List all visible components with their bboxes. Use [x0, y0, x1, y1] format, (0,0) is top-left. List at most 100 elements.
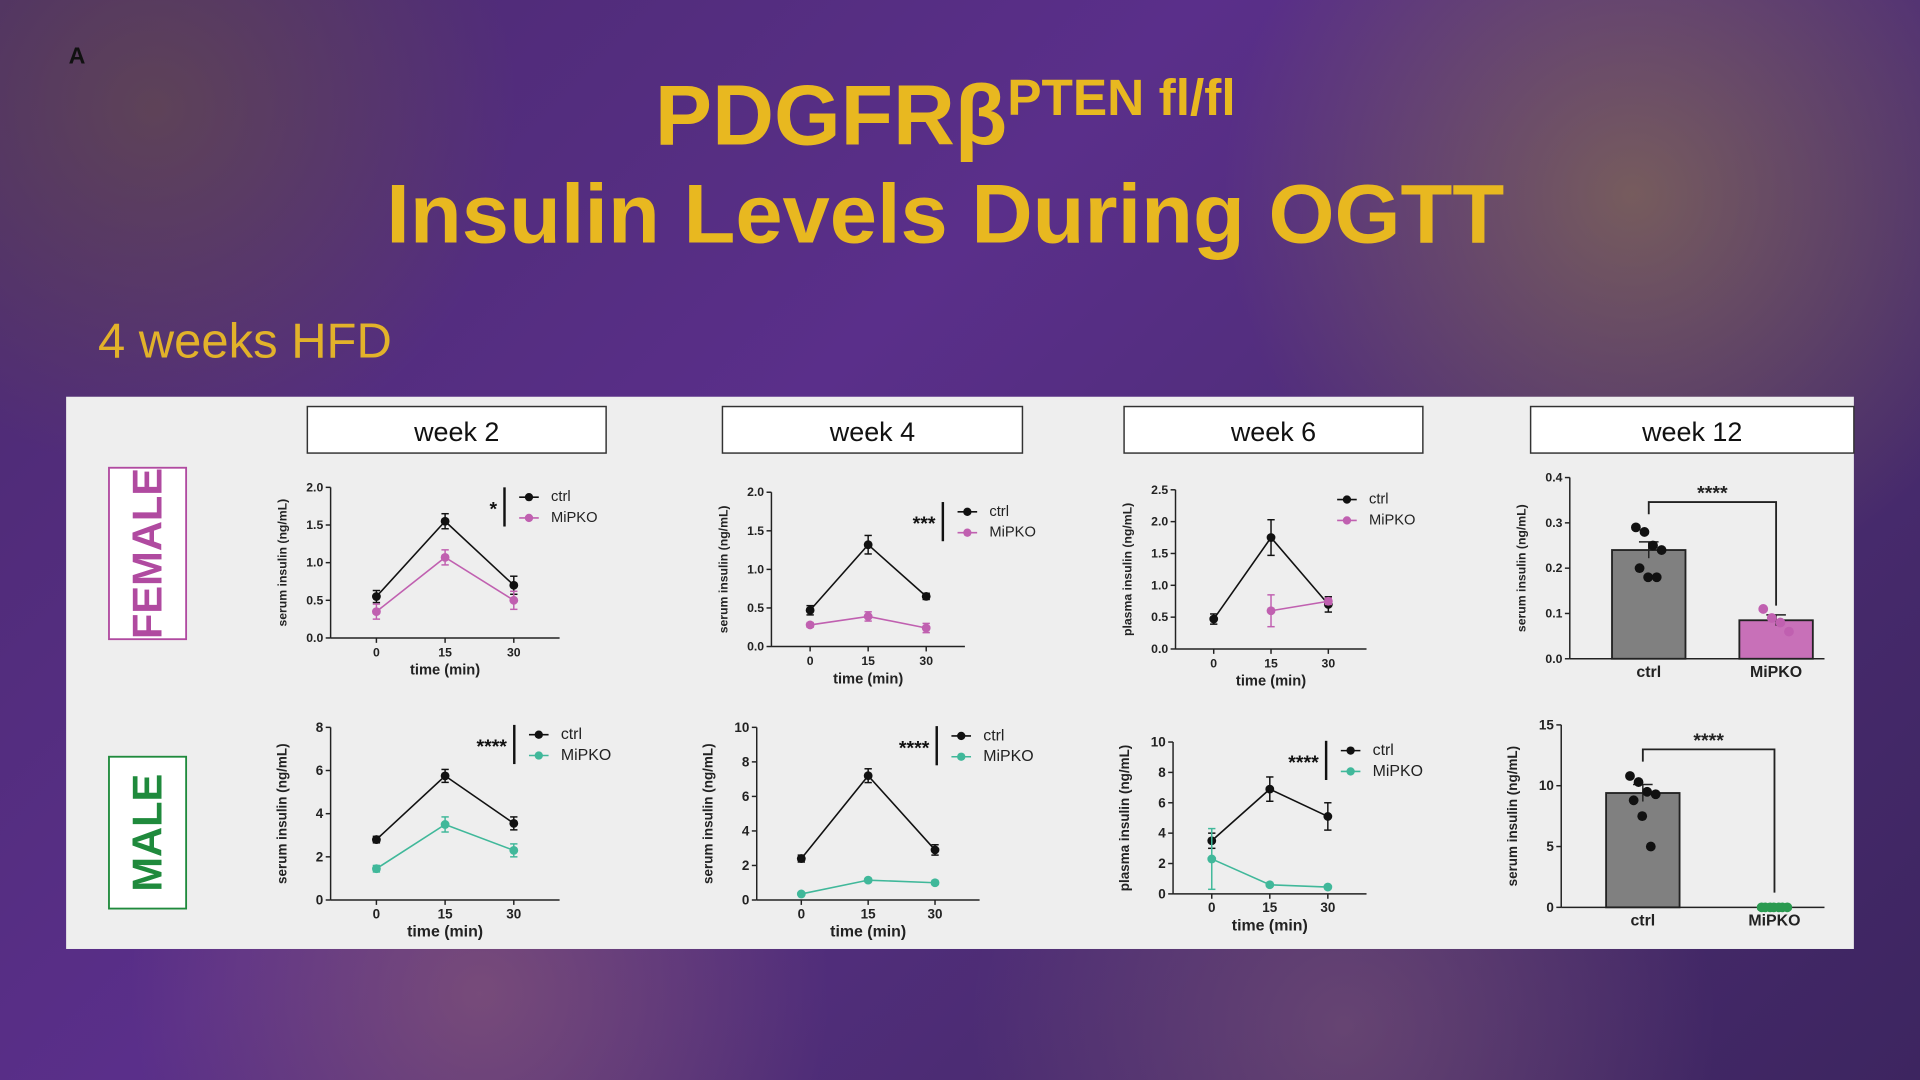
x-tick-label: MiPKO — [1750, 664, 1802, 681]
legend-marker — [524, 513, 534, 523]
y-tick-label: 1.0 — [1151, 578, 1168, 592]
data-point — [1628, 795, 1639, 806]
y-tick-label: 0.5 — [306, 593, 323, 607]
legend-label: MiPKO — [989, 525, 1036, 541]
x-tick-label: 15 — [438, 645, 452, 659]
legend-marker — [1342, 495, 1352, 504]
legend-marker — [963, 528, 972, 537]
x-tick-label: 30 — [928, 906, 943, 921]
chart: 0.0 0.5 1.0 1.5 2.0 serum insulin (ng/mL) 0 15 3… — [276, 480, 598, 678]
data-point — [1639, 527, 1650, 537]
y-tick-label: 2 — [1158, 856, 1165, 871]
y-tick-label: 0 — [742, 893, 749, 908]
y-tick-label: 8 — [1158, 765, 1166, 780]
y-axis-label: serum insulin (ng/mL) — [276, 499, 290, 627]
data-point — [1265, 880, 1275, 890]
data-point — [440, 771, 450, 781]
x-tick-label: 15 — [861, 654, 875, 668]
y-tick-label: 6 — [742, 789, 749, 804]
y-axis-label: serum insulin (ng/mL) — [275, 743, 290, 884]
data-point — [1637, 811, 1648, 822]
data-point — [1784, 626, 1794, 637]
data-point — [440, 516, 450, 526]
x-tick-label: ctrl — [1630, 913, 1655, 930]
data-point — [372, 864, 381, 874]
y-tick-label: 15 — [1539, 717, 1554, 732]
data-point — [805, 620, 815, 630]
y-axis-label: plasma insulin (ng/mL) — [1120, 503, 1134, 636]
y-tick-label: 1.5 — [747, 524, 764, 538]
data-point — [863, 771, 873, 781]
x-tick-label: 30 — [507, 645, 521, 659]
y-tick-label: 0 — [1546, 900, 1553, 915]
y-tick-label: 5 — [1546, 839, 1554, 854]
y-tick-label: 2.0 — [1151, 515, 1168, 529]
bar — [1605, 792, 1681, 909]
y-tick-label: 0.2 — [1545, 561, 1562, 575]
data-point — [1645, 841, 1656, 852]
data-point — [1648, 540, 1658, 551]
data-point — [921, 591, 931, 601]
legend-label: ctrl — [989, 504, 1009, 520]
legend-label: ctrl — [983, 727, 1004, 744]
data-point — [440, 820, 450, 829]
chart: 0.0 0.5 1.0 1.5 2.0 serum insulin (ng/mL) 0 15 3… — [716, 485, 1036, 687]
significance-bracket — [1647, 501, 1778, 606]
subtitle: 4 weeks HFD — [98, 315, 392, 369]
chart: 0 2 4 6 8 10 plasma insulin (ng/mL) 0 15 30 time (… — [1117, 735, 1423, 935]
legend-label: MiPKO — [1369, 512, 1416, 528]
y-axis-label: plasma insulin (ng/mL) — [1117, 745, 1132, 892]
title: PDGFRβPTEN fl/fl — [655, 67, 1236, 163]
y-tick-label: 0.0 — [1545, 652, 1562, 666]
legend-marker — [1346, 767, 1355, 776]
y-tick-label: 10 — [1539, 778, 1554, 793]
significance-stars: **** — [1288, 752, 1319, 774]
x-tick-label: ctrl — [1636, 664, 1661, 681]
x-axis-label: time (min) — [833, 671, 903, 687]
data-point — [930, 845, 940, 855]
data-point — [1760, 902, 1771, 913]
x-tick-label: 30 — [506, 906, 521, 921]
data-point — [863, 612, 873, 621]
column-header: week 6 — [1230, 417, 1316, 447]
x-tick-label: 30 — [1320, 900, 1335, 915]
bar — [1738, 619, 1814, 660]
chart: 0 5 10 15 serum insulin (ng/mL) ctrl MiPKO **** — [1505, 717, 1825, 930]
data-point — [1766, 613, 1777, 623]
x-tick-label: 0 — [798, 906, 805, 921]
significance-stars: **** — [1697, 483, 1728, 505]
y-tick-label: 1.0 — [747, 562, 764, 576]
x-tick-label: 0 — [807, 654, 814, 668]
y-tick-label: 2 — [316, 849, 323, 864]
y-tick-label: 6 — [1158, 795, 1165, 810]
data-point — [863, 540, 873, 550]
y-tick-label: 0.1 — [1545, 606, 1562, 620]
legend-marker — [534, 751, 543, 760]
y-tick-label: 2.0 — [747, 485, 764, 499]
x-tick-label: 0 — [373, 906, 380, 921]
data-point — [1634, 563, 1645, 574]
y-tick-label: 4 — [742, 823, 750, 838]
y-tick-label: 2 — [742, 858, 749, 873]
data-point — [440, 552, 450, 562]
legend-label: ctrl — [1373, 742, 1394, 759]
legend-label: ctrl — [561, 726, 582, 743]
y-tick-label: 0 — [316, 893, 323, 908]
data-point — [509, 818, 519, 828]
y-axis-label: serum insulin (ng/mL) — [716, 505, 730, 633]
x-tick-label: 15 — [861, 906, 876, 921]
data-point — [805, 605, 815, 615]
data-point — [1630, 522, 1641, 533]
data-point — [1758, 604, 1769, 614]
x-tick-label: 0 — [1208, 900, 1215, 915]
x-axis-label: time (min) — [1236, 674, 1306, 690]
significance-stars: *** — [913, 513, 936, 535]
y-tick-label: 8 — [742, 754, 750, 769]
y-tick-label: 0 — [1158, 886, 1165, 901]
y-tick-label: 10 — [1151, 735, 1166, 750]
data-point — [1651, 572, 1662, 583]
data-point — [1266, 533, 1276, 542]
legend-marker — [1346, 746, 1355, 755]
data-point — [1323, 812, 1333, 821]
